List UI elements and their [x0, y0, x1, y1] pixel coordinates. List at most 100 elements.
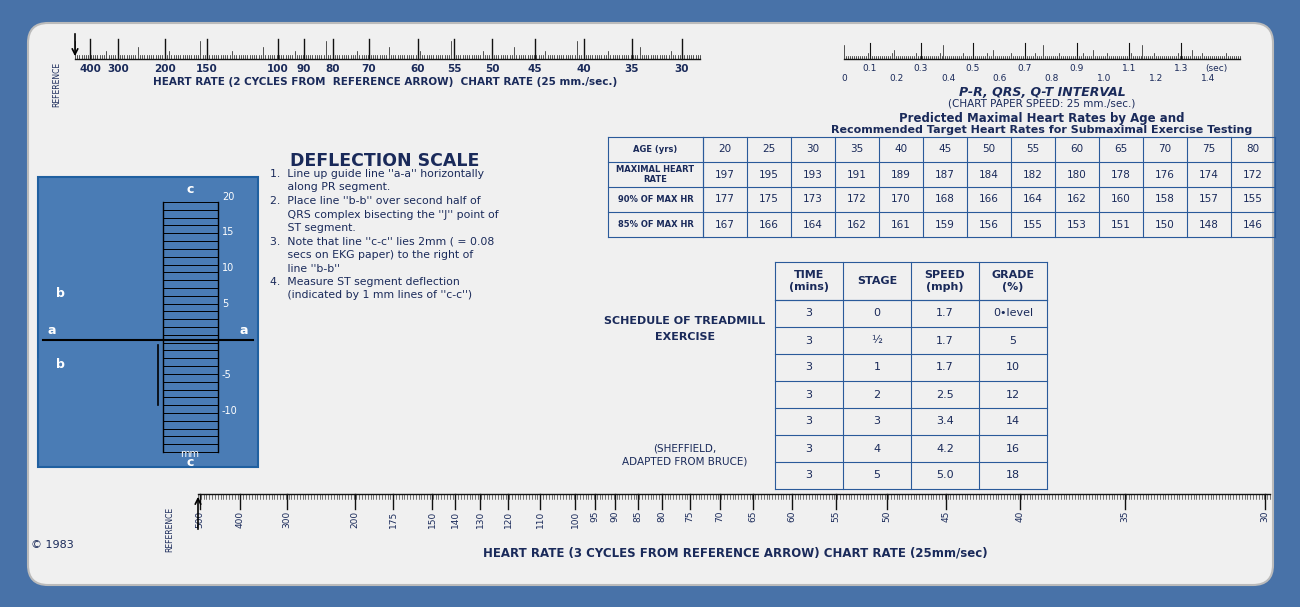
Text: 25: 25	[762, 144, 776, 155]
Text: 200: 200	[155, 64, 176, 74]
Text: ST segment.: ST segment.	[270, 223, 356, 233]
Text: 153: 153	[1067, 220, 1087, 229]
Text: QRS complex bisecting the ''J'' point of: QRS complex bisecting the ''J'' point of	[270, 209, 499, 220]
Text: 184: 184	[979, 169, 998, 180]
Text: 300: 300	[107, 64, 129, 74]
Text: 2: 2	[874, 390, 880, 399]
Text: 155: 155	[1243, 194, 1262, 205]
Text: 20: 20	[719, 144, 732, 155]
Text: 2.5: 2.5	[936, 390, 954, 399]
Text: 400: 400	[235, 511, 244, 528]
Text: 80: 80	[326, 64, 341, 74]
Text: 191: 191	[848, 169, 867, 180]
Text: 75: 75	[685, 511, 694, 523]
Text: P-R, QRS, Q-T INTERVAL: P-R, QRS, Q-T INTERVAL	[958, 86, 1126, 99]
Text: 80: 80	[658, 511, 667, 523]
Text: (sec): (sec)	[1205, 64, 1227, 73]
Text: line ''b-b'': line ''b-b''	[270, 263, 341, 274]
Text: 100: 100	[266, 64, 289, 74]
Text: 45: 45	[941, 511, 950, 523]
Text: 162: 162	[1067, 194, 1087, 205]
Text: 2.  Place line ''b-b'' over second half of: 2. Place line ''b-b'' over second half o…	[270, 196, 481, 206]
Text: (CHART PAPER SPEED: 25 mm./sec.): (CHART PAPER SPEED: 25 mm./sec.)	[948, 99, 1136, 109]
Text: AGE (yrs): AGE (yrs)	[633, 145, 677, 154]
Text: 3: 3	[806, 470, 812, 481]
Text: 60: 60	[788, 511, 797, 523]
Text: 20: 20	[222, 192, 234, 202]
Text: 55: 55	[447, 64, 462, 74]
Text: 157: 157	[1199, 194, 1219, 205]
Text: 45: 45	[528, 64, 542, 74]
Text: 0•level: 0•level	[993, 308, 1034, 319]
Text: 3.4: 3.4	[936, 416, 954, 427]
Text: SPEED
(mph): SPEED (mph)	[924, 270, 966, 292]
Text: 170: 170	[891, 194, 911, 205]
Text: 180: 180	[1067, 169, 1087, 180]
Text: 0.6: 0.6	[993, 74, 1008, 83]
Text: 70: 70	[361, 64, 376, 74]
Text: 14: 14	[1006, 416, 1021, 427]
Text: MAXIMAL HEART
RATE: MAXIMAL HEART RATE	[616, 164, 694, 184]
Text: 0.1: 0.1	[863, 64, 878, 73]
Text: 50: 50	[883, 511, 892, 523]
Text: 151: 151	[1112, 220, 1131, 229]
Text: 1.4: 1.4	[1201, 74, 1216, 83]
Text: mm: mm	[181, 449, 199, 459]
Text: 176: 176	[1156, 169, 1175, 180]
Text: 16: 16	[1006, 444, 1021, 453]
Text: 156: 156	[979, 220, 998, 229]
Text: SCHEDULE OF TREADMILL: SCHEDULE OF TREADMILL	[604, 316, 766, 327]
Text: 35: 35	[625, 64, 640, 74]
Text: 148: 148	[1199, 220, 1219, 229]
Text: 75: 75	[1202, 144, 1216, 155]
Text: 167: 167	[715, 220, 734, 229]
Text: 195: 195	[759, 169, 779, 180]
Text: 18: 18	[1006, 470, 1021, 481]
Text: a: a	[48, 325, 56, 337]
Text: STAGE: STAGE	[857, 276, 897, 286]
Text: 400: 400	[79, 64, 101, 74]
Text: ½: ½	[871, 336, 883, 345]
Text: 182: 182	[1023, 169, 1043, 180]
Text: 30: 30	[675, 64, 689, 74]
Text: 3: 3	[874, 416, 880, 427]
Text: 197: 197	[715, 169, 734, 180]
Text: 164: 164	[1023, 194, 1043, 205]
Text: 146: 146	[1243, 220, 1262, 229]
Text: 140: 140	[451, 511, 459, 528]
Text: HEART RATE (2 CYCLES FROM  REFERENCE ARROW)  CHART RATE (25 mm./sec.): HEART RATE (2 CYCLES FROM REFERENCE ARRO…	[153, 77, 618, 87]
Text: 1.0: 1.0	[1097, 74, 1112, 83]
Text: 50: 50	[485, 64, 499, 74]
Text: c: c	[186, 456, 194, 469]
Text: 15: 15	[222, 228, 234, 237]
Text: 189: 189	[891, 169, 911, 180]
Text: 155: 155	[1023, 220, 1043, 229]
Text: 40: 40	[894, 144, 907, 155]
Text: 1.  Line up guide line ''a-a'' horizontally: 1. Line up guide line ''a-a'' horizontal…	[270, 169, 484, 179]
Text: 164: 164	[803, 220, 823, 229]
Text: TIME
(mins): TIME (mins)	[789, 270, 829, 292]
Text: 35: 35	[850, 144, 863, 155]
Text: 1.7: 1.7	[936, 308, 954, 319]
Text: 161: 161	[891, 220, 911, 229]
Text: REFERENCE: REFERENCE	[52, 61, 61, 107]
Text: 45: 45	[939, 144, 952, 155]
Text: 130: 130	[476, 511, 485, 528]
Text: 300: 300	[282, 511, 291, 528]
Text: © 1983: © 1983	[31, 540, 73, 550]
Text: 85: 85	[633, 511, 642, 523]
Text: 0.7: 0.7	[1018, 64, 1032, 73]
Text: 35: 35	[1121, 511, 1130, 523]
Text: a: a	[239, 325, 248, 337]
Text: 5: 5	[874, 470, 880, 481]
Text: 0: 0	[841, 74, 846, 83]
Text: 12: 12	[1006, 390, 1021, 399]
Text: 30: 30	[806, 144, 819, 155]
Text: 172: 172	[1243, 169, 1262, 180]
Text: 500: 500	[195, 511, 204, 528]
Text: GRADE
(%): GRADE (%)	[992, 270, 1035, 292]
Text: 90: 90	[296, 64, 311, 74]
Text: 0.4: 0.4	[941, 74, 956, 83]
Text: 70: 70	[1158, 144, 1171, 155]
Text: along PR segment.: along PR segment.	[270, 183, 390, 192]
